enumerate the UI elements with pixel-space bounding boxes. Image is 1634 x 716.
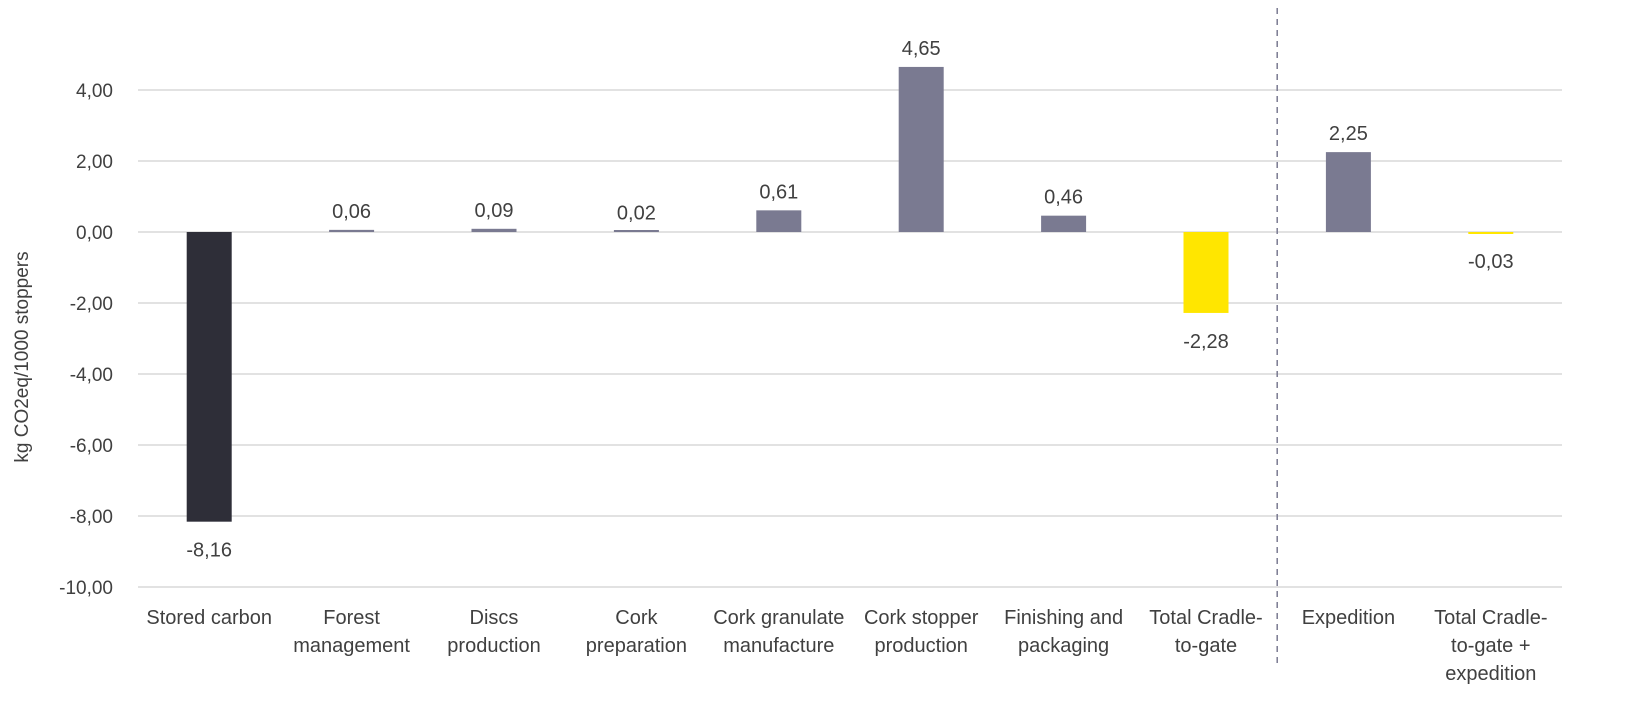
bar — [613, 230, 659, 232]
bar — [1041, 215, 1087, 232]
category-label-line: Discs — [470, 607, 519, 629]
category-label: Forest management — [293, 607, 410, 657]
data-label: 0,06 — [332, 201, 371, 223]
category-label: Total Cradle-to-gate — [1149, 607, 1262, 657]
data-label: 0,46 — [1044, 187, 1083, 209]
y-tick-label: -2,00 — [70, 294, 113, 315]
category-label-line: management — [293, 635, 410, 657]
category-label: Finishing and packaging — [1004, 607, 1123, 657]
gridlines — [138, 89, 1562, 588]
category-label-line: expedition — [1445, 663, 1536, 685]
y-tick-label: -6,00 — [70, 436, 113, 457]
category-label-line: production — [447, 635, 540, 657]
category-label-line: Cork — [615, 607, 658, 629]
data-label: 0,02 — [617, 202, 656, 224]
category-label-line: production — [874, 635, 967, 657]
y-tick-label: 2,00 — [76, 152, 113, 173]
category-label-line: packaging — [1018, 635, 1109, 657]
category-label: Cork stopper production — [864, 607, 979, 657]
category-label-line: preparation — [586, 635, 687, 657]
category-label: Discs production — [447, 607, 540, 657]
category-label-line: Total Cradle- — [1149, 607, 1262, 629]
category-label-line: Total Cradle- — [1434, 607, 1547, 629]
bars — [186, 66, 1514, 522]
data-label: -0,03 — [1468, 251, 1514, 273]
category-label-line: manufacture — [723, 635, 834, 657]
data-label: 0,09 — [475, 200, 514, 222]
category-label: Stored carbon — [146, 607, 272, 629]
data-labels: -8,16 0,06 0,09 0,02 0,61 4,65 0,46 -2,28 2,25 -0… — [186, 38, 1513, 562]
category-label-line: to-gate — [1175, 635, 1237, 657]
data-label: -2,28 — [1183, 331, 1229, 353]
bar — [1183, 232, 1229, 313]
category-label-line: to-gate + — [1451, 635, 1531, 657]
x-axis-categories: Stored carbon Forest management Discs produc… — [146, 607, 1547, 685]
category-label-line: Cork stopper — [864, 607, 979, 629]
y-tick-label: 0,00 — [76, 223, 113, 244]
bar — [471, 228, 517, 232]
category-label-line: Finishing and — [1004, 607, 1123, 629]
bar — [1468, 232, 1514, 234]
bar — [329, 229, 375, 232]
category-label: Cork preparation — [586, 607, 687, 657]
category-label-line: Stored carbon — [146, 607, 272, 629]
category-label: Total Cradle-to-gate + expedition — [1434, 607, 1547, 685]
bar — [898, 66, 944, 232]
category-label-line: Expedition — [1302, 607, 1395, 629]
y-tick-label: -10,00 — [59, 578, 113, 599]
data-label: 4,65 — [902, 38, 941, 60]
y-axis-label: kg CO2eq/1000 stoppers — [12, 251, 33, 462]
y-axis-ticks: 4,00 2,00 0,00 -2,00 -4,00 -6,00 -8,00 -10,00 — [59, 81, 113, 599]
bar — [1325, 152, 1371, 232]
y-tick-label: -8,00 — [70, 507, 113, 528]
data-label: -8,16 — [186, 540, 232, 562]
category-label-line: Cork granulate — [713, 607, 844, 629]
category-label: Cork granulate manufacture — [713, 607, 844, 657]
category-label: Expedition — [1302, 607, 1395, 629]
category-label-line: Forest — [323, 607, 380, 629]
bar — [186, 232, 232, 522]
data-label: 0,61 — [759, 181, 798, 203]
bar — [756, 210, 802, 232]
y-tick-label: 4,00 — [76, 81, 113, 102]
data-label: 2,25 — [1329, 123, 1368, 145]
y-tick-label: -4,00 — [70, 365, 113, 386]
